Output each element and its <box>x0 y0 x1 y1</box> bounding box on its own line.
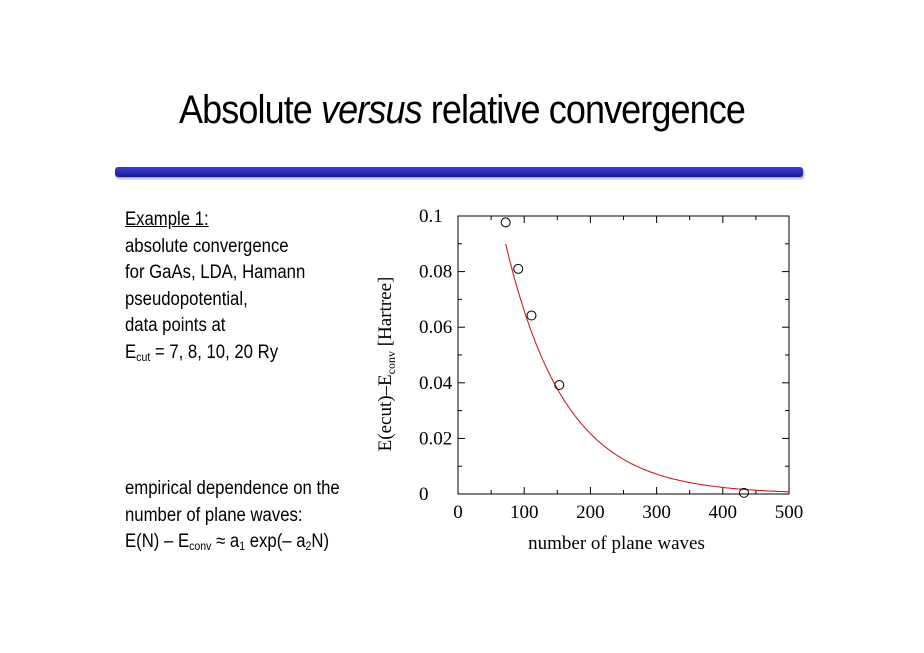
slide-title: Absolute versus relative convergence <box>46 88 878 133</box>
data-point <box>526 310 537 321</box>
x-tick-labels: 0 100 200 300 400 500 <box>453 502 803 523</box>
formula-part-a: E(N) – E <box>125 531 190 552</box>
formula-sub-2: 2 <box>305 539 312 553</box>
y-tick-labels: 0 0.02 0.04 0.06 0.08 0.1 <box>419 206 453 505</box>
y-axis-title-main: E(ecut)–E <box>375 374 396 451</box>
x-tick-label: 200 <box>576 502 605 523</box>
plot-frame <box>457 215 790 495</box>
x-tick-label: 400 <box>709 502 738 523</box>
ecut-symbol: E <box>125 341 137 363</box>
data-point <box>513 263 524 274</box>
y-axis-title-unit: [Hartree] <box>375 277 396 351</box>
ecut-subscript: cut <box>136 349 151 364</box>
example-heading: Example 1: <box>125 209 209 230</box>
x-tick-label: 0 <box>453 502 463 523</box>
y-tick-label: 0.02 <box>419 428 452 449</box>
example-line-2: for GaAs, LDA, Hamann <box>125 262 306 283</box>
x-tick-label: 100 <box>510 502 539 523</box>
data-point <box>500 217 511 228</box>
example-line-4: data points at <box>125 315 226 336</box>
empirical-line-1: empirical dependence on the <box>125 478 340 499</box>
example-line-1: absolute convergence <box>125 235 289 257</box>
data-point <box>738 487 749 498</box>
y-axis-title-sub: conv <box>384 351 398 374</box>
data-point <box>554 380 565 391</box>
title-part1: Absolute <box>179 88 322 132</box>
formula-part-c: exp(– a <box>245 531 306 552</box>
y-tick-label: 0.04 <box>419 373 453 394</box>
y-tick-label: 0.08 <box>419 262 452 283</box>
fit-curve <box>505 243 789 493</box>
y-tick-label: 0 <box>419 484 429 505</box>
y-tick-label: 0.1 <box>419 206 443 227</box>
title-part2: relative convergence <box>421 88 746 132</box>
x-axis-title: number of plane waves <box>528 533 705 554</box>
x-tick-label: 300 <box>642 502 671 523</box>
example-line-3: pseudopotential, <box>125 288 248 310</box>
formula-sub-conv: conv <box>189 539 212 553</box>
title-divider-bar <box>115 167 803 177</box>
y-tick-label: 0.06 <box>419 317 452 338</box>
ecut-values: = 7, 8, 10, 20 Ry <box>150 341 279 363</box>
example-line-5: Ecut = 7, 8, 10, 20 Ry <box>125 340 305 371</box>
empirical-text-block: empirical dependence on the number of pl… <box>125 476 340 560</box>
axis-ticks <box>457 215 790 495</box>
empirical-line-2: number of plane waves: <box>125 504 303 526</box>
x-tick-label: 500 <box>775 502 804 523</box>
formula-sub-1: 1 <box>239 539 246 553</box>
data-points <box>500 217 749 498</box>
formula-part-d: N) <box>311 531 330 552</box>
title-italic: versus <box>321 88 423 132</box>
empirical-formula: E(N) – Econv ≈ a1 exp(– a2N) <box>125 529 340 560</box>
example-text-block: Example 1: absolute convergence for GaAs… <box>125 207 305 370</box>
formula-part-b: ≈ a <box>211 531 240 552</box>
y-axis-title: E(ecut)–Econv [Hartree] <box>375 277 398 452</box>
